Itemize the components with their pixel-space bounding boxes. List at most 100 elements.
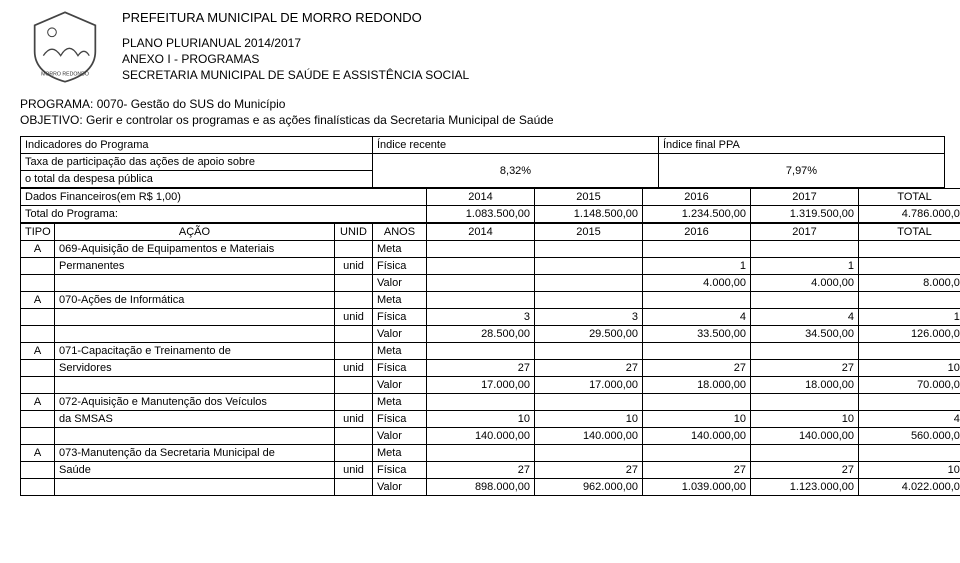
cell (643, 241, 751, 258)
tipo-cell (21, 309, 55, 326)
cell: 10 (751, 411, 859, 428)
head-acao: AÇÃO (55, 224, 335, 241)
acao-desc (55, 326, 335, 343)
cell (427, 258, 535, 275)
meta-label: Meta (373, 394, 427, 411)
cell: 33.500,00 (643, 326, 751, 343)
tipo-cell: A (21, 394, 55, 411)
acao-desc (55, 275, 335, 292)
unid-cell (335, 479, 373, 496)
unid-cell (335, 343, 373, 360)
acao-desc: 073-Manutenção da Secretaria Municipal d… (55, 445, 335, 462)
fin-value: 4.786.000,00 (859, 206, 960, 223)
cell: 10 (643, 411, 751, 428)
cell: 140.000,00 (751, 428, 859, 445)
indicator-header-1: Indicadores do Programa (21, 137, 373, 154)
cell (643, 394, 751, 411)
table-row: PermanentesunidFísica112 (21, 258, 960, 275)
acao-desc: 072-Aquisição e Manutenção dos Veículos (55, 394, 335, 411)
table-row: TIPO AÇÃO UNID ANOS 2014 2015 2016 2017 … (21, 224, 960, 241)
table-row: A073-Manutenção da Secretaria Municipal … (21, 445, 960, 462)
unid-cell (335, 326, 373, 343)
cell: 1.123.000,00 (751, 479, 859, 496)
cell (535, 394, 643, 411)
cell: 28.500,00 (427, 326, 535, 343)
indicator-label-2: o total da despesa pública (21, 171, 373, 188)
table-row: Valor140.000,00140.000,00140.000,00140.0… (21, 428, 960, 445)
table-row: Valor28.500,0029.500,0033.500,0034.500,0… (21, 326, 960, 343)
fin-value: 1.319.500,00 (751, 206, 859, 223)
year-header: 2014 (427, 189, 535, 206)
unid-cell (335, 377, 373, 394)
head-year: 2016 (643, 224, 751, 241)
cell: 4 (751, 309, 859, 326)
valor-label: Valor (373, 326, 427, 343)
fin-value: 1.148.500,00 (535, 206, 643, 223)
unid-cell (335, 275, 373, 292)
acao-desc: 071-Capacitação e Treinamento de (55, 343, 335, 360)
plano-line: PLANO PLURIANUAL 2014/2017 (122, 35, 469, 51)
cell: 4.022.000,00 (859, 479, 960, 496)
table-row: A070-Ações de InformáticaMeta (21, 292, 960, 309)
head-total: TOTAL (859, 224, 960, 241)
tipo-cell (21, 479, 55, 496)
acao-desc: 069-Aquisição de Equipamentos e Materiai… (55, 241, 335, 258)
cell: 27 (751, 462, 859, 479)
year-header: 2016 (643, 189, 751, 206)
program-block: PROGRAMA: 0070- Gestão do SUS do Municíp… (20, 96, 940, 128)
acao-desc-2: Permanentes (55, 258, 335, 275)
tipo-cell: A (21, 343, 55, 360)
indicator-header-3: Índice final PPA (659, 137, 945, 154)
unid-cell: unid (335, 309, 373, 326)
cell: 10 (427, 411, 535, 428)
year-header: 2015 (535, 189, 643, 206)
indicator-final: 7,97% (659, 154, 945, 188)
cell (427, 292, 535, 309)
valor-label: Valor (373, 479, 427, 496)
fisica-label: Física (373, 309, 427, 326)
table-row: da SMSASunidFísica1010101040 (21, 411, 960, 428)
unid-cell (335, 241, 373, 258)
valor-label: Valor (373, 428, 427, 445)
valor-label: Valor (373, 377, 427, 394)
cell: 1.039.000,00 (643, 479, 751, 496)
tipo-cell: A (21, 241, 55, 258)
cell: 40 (859, 411, 960, 428)
unid-cell (335, 445, 373, 462)
financeiros-label: Dados Financeiros(em R$ 1,00) (21, 189, 427, 206)
meta-label: Meta (373, 292, 427, 309)
table-row: Dados Financeiros(em R$ 1,00) 2014 2015 … (21, 189, 960, 206)
head-year: 2014 (427, 224, 535, 241)
table-row: Total do Programa: 1.083.500,00 1.148.50… (21, 206, 960, 223)
cell (427, 275, 535, 292)
indicator-recent: 8,32% (373, 154, 659, 188)
unid-cell (335, 292, 373, 309)
fin-value: 1.234.500,00 (643, 206, 751, 223)
table-row: A071-Capacitação e Treinamento deMeta (21, 343, 960, 360)
table-row: Taxa de participação das ações de apoio … (21, 154, 945, 171)
cell (535, 343, 643, 360)
acoes-table: TIPO AÇÃO UNID ANOS 2014 2015 2016 2017 … (20, 223, 960, 496)
objetivo-value: Gerir e controlar os programas e as açõe… (86, 113, 554, 127)
fisica-label: Física (373, 462, 427, 479)
cell: 4 (643, 309, 751, 326)
indicator-header-2: Índice recente (373, 137, 659, 154)
cell: 27 (427, 360, 535, 377)
programa-label: PROGRAMA: (20, 97, 93, 111)
acao-desc (55, 428, 335, 445)
cell (643, 445, 751, 462)
tipo-cell: A (21, 292, 55, 309)
cell: 3 (427, 309, 535, 326)
acao-desc-2: Saúde (55, 462, 335, 479)
cell: 1 (751, 258, 859, 275)
cell: 3 (535, 309, 643, 326)
cell: 4.000,00 (751, 275, 859, 292)
acao-desc-2 (55, 309, 335, 326)
cell (751, 292, 859, 309)
acao-desc (55, 479, 335, 496)
head-year: 2015 (535, 224, 643, 241)
valor-label: Valor (373, 275, 427, 292)
table-row: Valor4.000,004.000,008.000,00 (21, 275, 960, 292)
indicators-table: Indicadores do Programa Índice recente Í… (20, 136, 945, 188)
cell (859, 394, 960, 411)
